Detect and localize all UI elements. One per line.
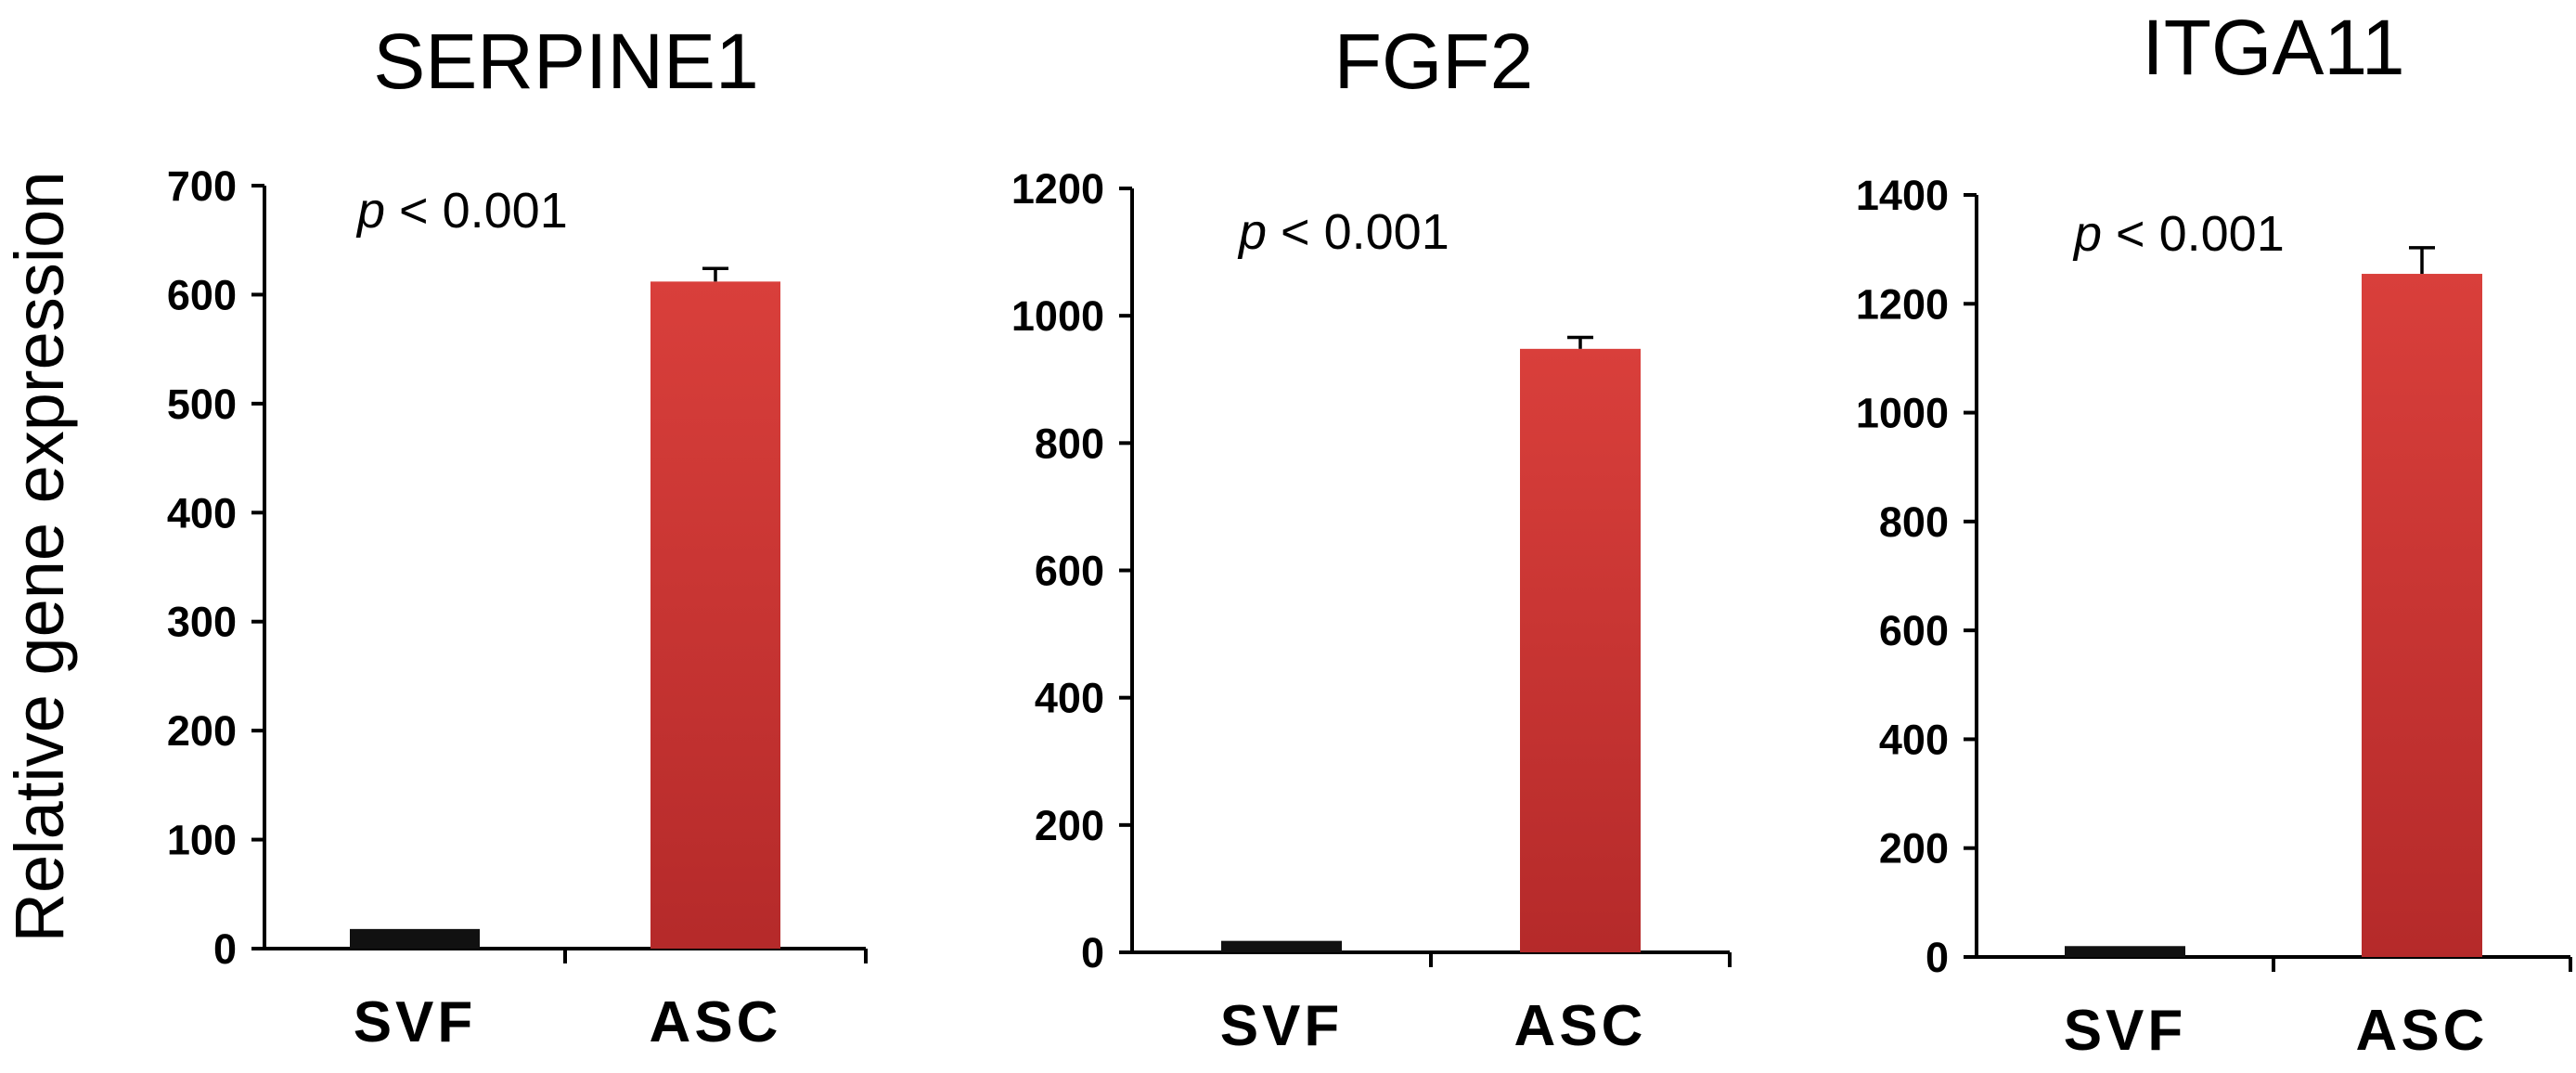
bar-asc <box>2362 274 2482 958</box>
bar-svf <box>350 928 480 949</box>
y-tick-label: 100 <box>167 817 237 864</box>
y-tick-label: 200 <box>167 707 237 755</box>
y-tick-label: 400 <box>1035 675 1104 722</box>
y-tick-label: 600 <box>167 271 237 318</box>
bar-svf <box>2065 946 2185 957</box>
category-label-svf: SVF <box>354 990 477 1054</box>
y-tick-label: 1200 <box>1011 165 1104 213</box>
y-tick-label: 200 <box>1035 802 1104 849</box>
p-value-annotation: p < 0.001 <box>355 183 568 239</box>
y-tick-label: 0 <box>213 925 237 973</box>
p-value-annotation: p < 0.001 <box>2072 206 2285 262</box>
chart-title: SERPINE1 <box>373 18 759 105</box>
y-tick-label: 1400 <box>1856 172 1949 219</box>
category-label-asc: ASC <box>1514 994 1647 1058</box>
y-tick-label: 0 <box>1926 934 1949 981</box>
category-label-svf: SVF <box>1220 994 1344 1058</box>
chart-panel-fgf2: FGF2 0 200 400 600 800 1000 1200 SVF ASC p < 0.001 <box>1011 18 1732 1058</box>
bar-svf <box>1221 940 1342 952</box>
y-tick-label: 1000 <box>1011 292 1104 340</box>
bar-asc <box>650 281 780 949</box>
y-tick-label: 0 <box>1081 929 1104 976</box>
category-label-svf: SVF <box>2064 999 2187 1063</box>
y-axis-label: Relative gene expression <box>1 172 78 943</box>
y-tick-label: 800 <box>1879 498 1949 546</box>
y-tick-label: 500 <box>167 381 237 428</box>
category-label-asc: ASC <box>2356 999 2489 1063</box>
y-tick-label: 300 <box>167 599 237 646</box>
y-tick-label: 1000 <box>1856 390 1949 437</box>
chart-title: ITGA11 <box>2142 4 2404 91</box>
y-tick-label: 400 <box>167 489 237 536</box>
y-tick-label: 400 <box>1879 716 1949 763</box>
y-tick-label: 1200 <box>1856 280 1949 328</box>
y-tick-label: 700 <box>167 162 237 210</box>
bar-asc <box>1520 348 1641 953</box>
y-tick-label: 600 <box>1035 548 1104 595</box>
y-tick-label: 800 <box>1035 420 1104 467</box>
y-tick-label: 600 <box>1879 607 1949 654</box>
chart-panel-itga11: ITGA11 0 200 400 600 800 1000 1200 1400 SVF ASC p <… <box>1856 4 2572 1063</box>
y-tick-label: 200 <box>1879 825 1949 873</box>
chart-title: FGF2 <box>1334 18 1534 105</box>
chart-panel-serpine1: SERPINE1 0 100 200 300 400 500 600 700 SVF ASC p < … <box>167 18 868 1054</box>
category-label-asc: ASC <box>650 990 782 1054</box>
p-value-annotation: p < 0.001 <box>1237 204 1449 260</box>
